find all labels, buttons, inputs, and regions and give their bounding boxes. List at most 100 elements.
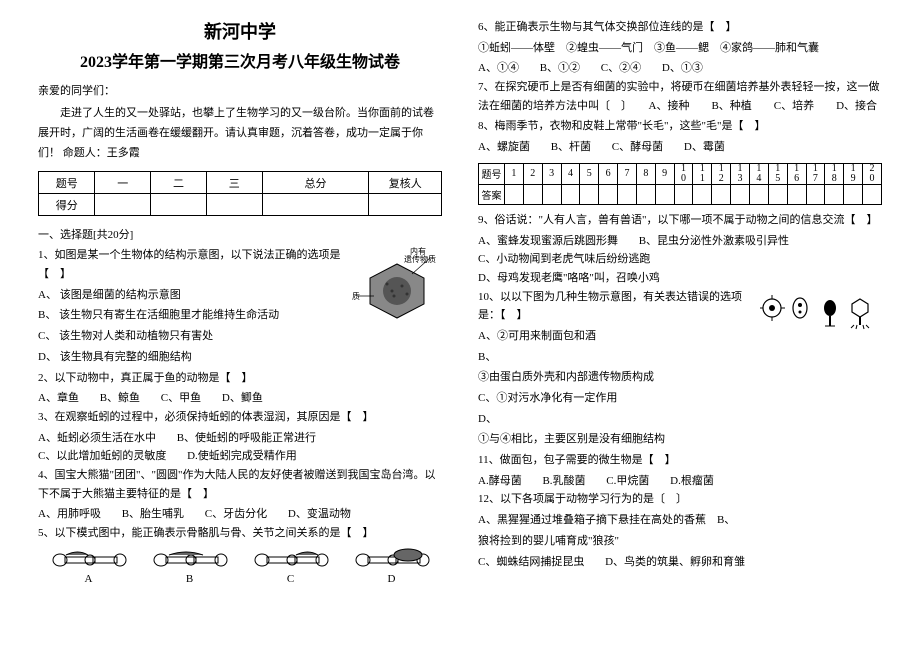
exam-title: 2023学年第一学期第三次月考八年级生物试卷 — [38, 48, 442, 72]
ans-num: 17 — [806, 163, 825, 184]
ans-num: 8 — [636, 163, 655, 184]
score-cell — [262, 194, 369, 216]
bone-label: D — [352, 573, 432, 585]
intro-text: 走进了人生的又一处驿站，也攀上了生物学习的又一级台阶。当你面前的试卷展开时，广阔… — [38, 104, 442, 163]
ans-blank — [787, 184, 806, 204]
q6-stem: 6、能正确表示生物与其气体交换部位连线的是【 】 — [478, 18, 882, 37]
q8-opts: A、螺旋菌 B、杆菌 C、酵母菌 D、霉菌 — [478, 138, 882, 157]
ans-lbl: 题号 — [479, 163, 505, 184]
bone-a: A — [49, 547, 129, 585]
q9-opts3: D、母鸡发现老鹰"咯咯"叫，召唤小鸡 — [478, 269, 882, 288]
q4-stem: 4、国宝大熊猫"团团"、"圆圆"作为大陆人民的友好使者被赠送到我国宝岛台湾。以下… — [38, 466, 442, 503]
bone-diagram-row: A B C D — [38, 547, 442, 585]
opt: B.乳酸菌 — [542, 472, 585, 491]
q2-stem: 2、以下动物中，真正属于鱼的动物是【 】 — [38, 369, 442, 388]
opt: C、酵母菌 — [612, 138, 663, 157]
ans-num: 11 — [693, 163, 712, 184]
ans-lbl: 答案 — [479, 184, 505, 204]
q11-opts: A.酵母菌 B.乳酸菌 C.甲烷菌 D.根瘤菌 — [478, 472, 882, 491]
answer-table: 题号1234567891011121314151617181920 答案 — [478, 163, 882, 205]
opt: C、小动物闻到老虎气味后纷纷逃跑 — [478, 250, 650, 269]
q5-stem: 5、以下模式图中，能正确表示骨骼肌与骨、关节之间关系的是【 】 — [38, 524, 442, 543]
q12-opt: A、黑猩猩通过堆叠箱子摘下悬挂在高处的香蕉 B、 — [478, 511, 882, 530]
bone-label: A — [49, 573, 129, 585]
ans-blank — [505, 184, 524, 204]
cell-diagram: 内有 遗传物质 蛋白质 — [352, 246, 442, 324]
ans-blank — [693, 184, 712, 204]
q3-opts2: C、以此增加蚯蚓的灵敏度 D.使蚯蚓完成受精作用 — [38, 447, 442, 466]
score-cell: 二 — [151, 172, 207, 194]
score-cell: 题号 — [39, 172, 95, 194]
ans-blank — [542, 184, 561, 204]
ans-blank — [580, 184, 599, 204]
q3-stem: 3、在观察蚯蚓的过程中，必须保持蚯蚓的体表湿润，其原因是【 】 — [38, 408, 442, 427]
q7-stem: 7、在探究硬币上是否有细菌的实验中，将硬币在细菌培养基外表轻轻一按，这一做法在细… — [478, 78, 882, 115]
section-header: 一、选择题[共20分] — [38, 226, 442, 242]
opt: C、牙齿分化 — [205, 505, 267, 524]
cell-label: 蛋白质 — [352, 291, 360, 301]
ans-num: 7 — [618, 163, 637, 184]
ans-blank — [749, 184, 768, 204]
ans-blank — [618, 184, 637, 204]
score-cell — [206, 194, 262, 216]
q8-stem: 8、梅雨季节，衣物和皮鞋上常带"长毛"，这些"毛"是【 】 — [478, 117, 882, 136]
ans-blank — [712, 184, 731, 204]
q12-opt: 狼将捡到的婴儿哺育成"狼孩" — [478, 532, 882, 551]
opt: A、章鱼 — [38, 389, 79, 408]
opt: B、杆菌 — [551, 138, 591, 157]
q12-stem: 12、以下各项属于动物学习行为的是〔 〕 — [478, 490, 882, 509]
opt: D、①③ — [662, 59, 703, 78]
cell-label: 遗传物质 — [404, 254, 436, 264]
ans-num: 1 — [505, 163, 524, 184]
ans-num: 12 — [712, 163, 731, 184]
opt: D、变温动物 — [288, 505, 351, 524]
q10-opt: D、 — [478, 410, 882, 429]
ans-num: 18 — [825, 163, 844, 184]
opt: C、②④ — [601, 59, 641, 78]
q10-opt: C、①对污水净化有一定作用 — [478, 389, 882, 408]
ans-num: 3 — [542, 163, 561, 184]
q6-opts: A、①④ B、①② C、②④ D、①③ — [478, 59, 882, 78]
score-cell — [369, 194, 442, 216]
ans-blank — [806, 184, 825, 204]
opt: D、鲫鱼 — [222, 389, 263, 408]
opt: A、用肺呼吸 — [38, 505, 101, 524]
q3-opts: A、蚯蚓必须生活在水中 B、使蚯蚓的呼吸能正常进行 — [38, 429, 442, 448]
score-table: 题号 一 二 三 总分 复核人 得分 — [38, 171, 442, 216]
ans-num: 4 — [561, 163, 580, 184]
ans-num: 19 — [844, 163, 863, 184]
ans-num: 2 — [523, 163, 542, 184]
opt: B、①② — [540, 59, 580, 78]
ans-blank — [731, 184, 750, 204]
opt: B、昆虫分泌性外激素吸引异性 — [639, 232, 789, 251]
bone-label: C — [251, 573, 331, 585]
question-10: 10、以以下图为几种生物示意图，有关表达错误的选项是：【 】 A、②可用来制面包… — [478, 288, 882, 450]
ans-num: 6 — [599, 163, 618, 184]
q9-stem: 9、俗话说："人有人言，兽有兽语"，以下哪一项不属于动物之间的信息交流【 】 — [478, 211, 882, 230]
q2-opts: A、章鱼 B、鲸鱼 C、甲鱼 D、鲫鱼 — [38, 389, 442, 408]
score-cell — [95, 194, 151, 216]
ans-blank — [863, 184, 882, 204]
virus-diagram — [758, 288, 882, 333]
q1-opt: C、 该生物对人类和动植物只有害处 — [38, 327, 442, 346]
bone-d: D — [352, 547, 432, 585]
opt: B、胎生哺乳 — [122, 505, 184, 524]
ans-num: 15 — [768, 163, 787, 184]
opt: D.根瘤菌 — [670, 472, 714, 491]
q10-opt: ③由蛋白质外壳和内部遗传物质构成 — [478, 368, 882, 387]
opt: A、螺旋菌 — [478, 138, 530, 157]
q6-line: ①蚯蚓——体壁 ②蝗虫——气门 ③鱼——鳃 ④家鸽——肺和气囊 — [478, 39, 882, 58]
q10-opt: B、 — [478, 348, 882, 367]
ans-num: 10 — [674, 163, 693, 184]
ans-blank — [674, 184, 693, 204]
score-cell: 总分 — [262, 172, 369, 194]
opt: D、霉菌 — [684, 138, 725, 157]
ans-blank — [523, 184, 542, 204]
ans-blank — [825, 184, 844, 204]
school-name: 新河中学 — [38, 18, 442, 44]
opt: A、蚯蚓必须生活在水中 — [38, 429, 156, 448]
opt: B、鲸鱼 — [100, 389, 140, 408]
q12-opts: C、蜘蛛结网捕捉昆虫 D、鸟类的筑巢、孵卵和育雏 — [478, 553, 882, 572]
score-cell: 得分 — [39, 194, 95, 216]
ans-num: 14 — [749, 163, 768, 184]
